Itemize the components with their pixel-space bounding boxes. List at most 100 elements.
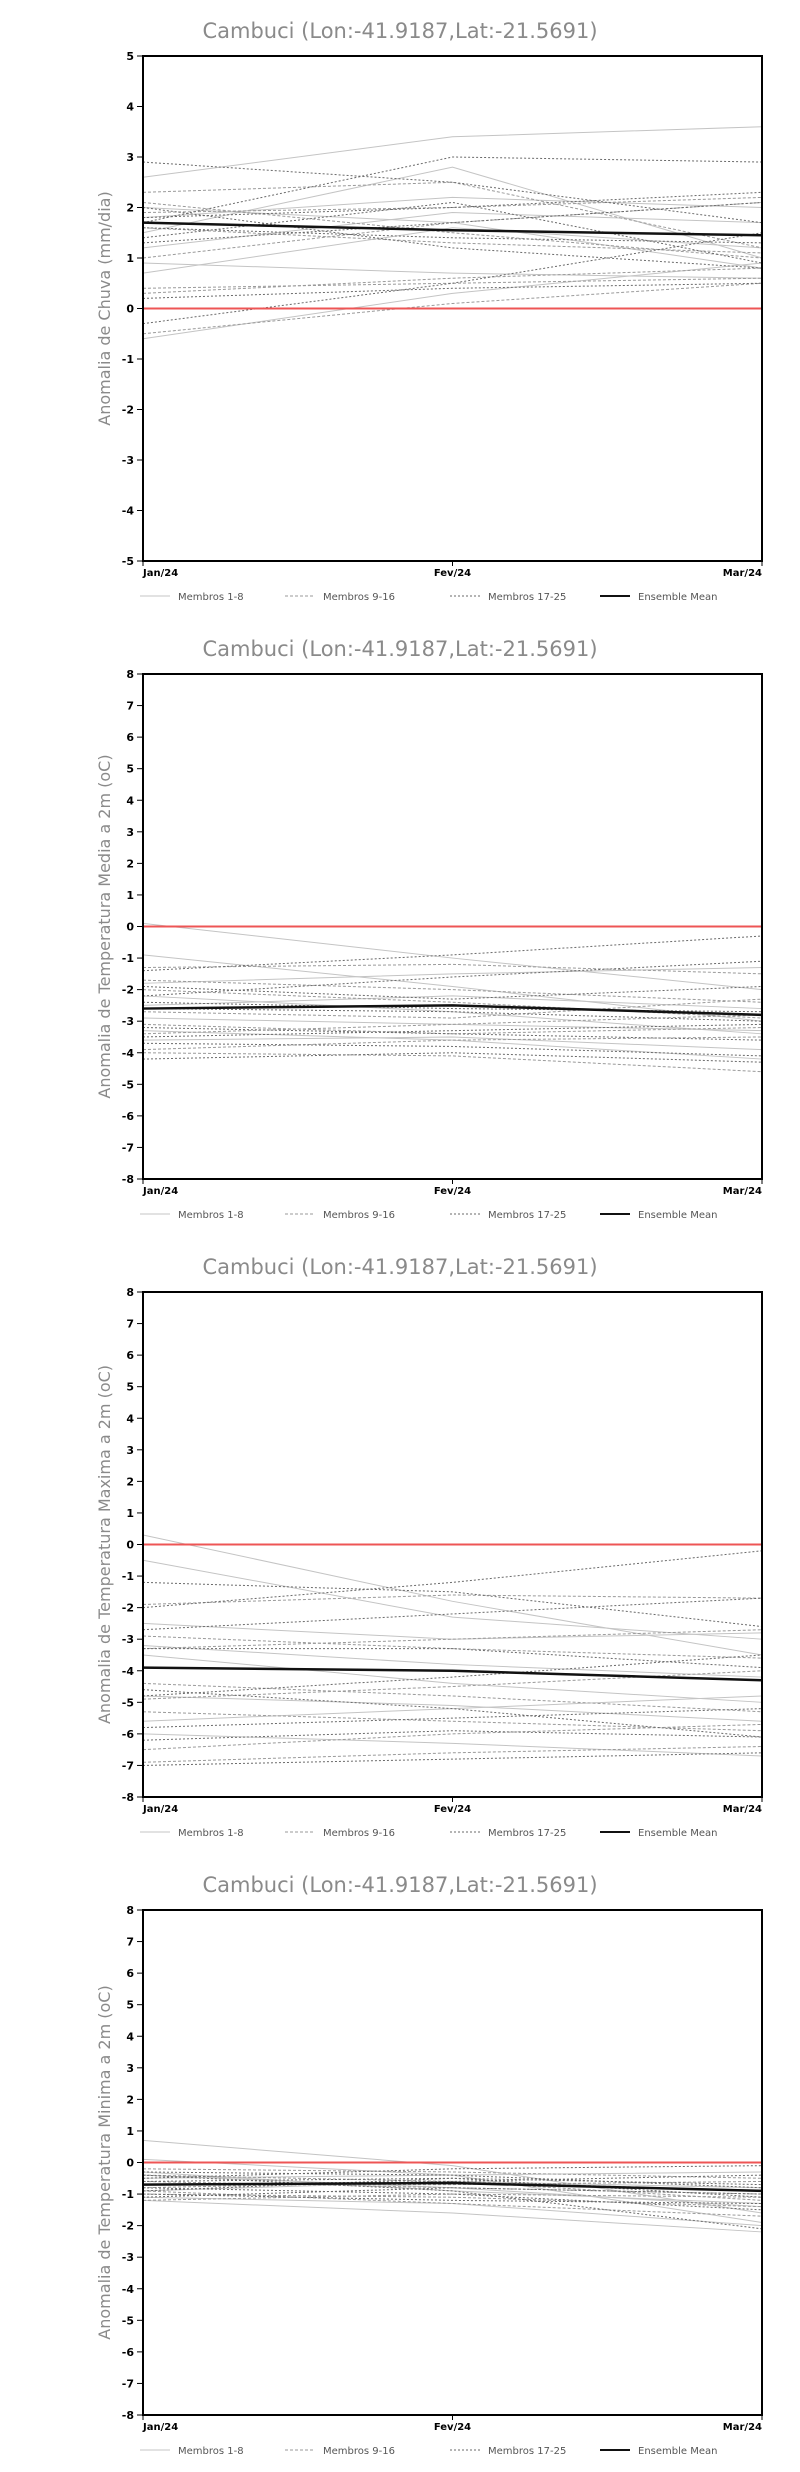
series-line-members-17-25-3 — [142, 2193, 763, 2205]
ensemble-mean-line — [142, 221, 763, 237]
y-tick-label: -3 — [122, 2251, 134, 2264]
y-tick-label: 1 — [126, 889, 134, 902]
legend-label-members-1-8: Membros 1-8 — [178, 1828, 244, 1839]
series-line-members-9-16-5 — [142, 2193, 763, 2201]
y-tick-label: -1 — [122, 2188, 134, 2201]
y-tick-label: -1 — [122, 1570, 134, 1583]
series-line-members-17-25-8 — [142, 1752, 763, 1766]
y-tick-label: -6 — [122, 1110, 135, 1123]
series-line-members-17-25-5 — [142, 1023, 763, 1038]
series-line-members-1-8-7 — [142, 1030, 763, 1060]
legend-label-ensemble-mean: Ensemble Mean — [638, 592, 717, 603]
y-tick-label: -5 — [122, 555, 134, 568]
series-line-members-9-16-4 — [142, 196, 763, 214]
legend-label-members-17-25: Membros 17-25 — [488, 1210, 566, 1221]
series-line-members-17-25-3 — [142, 201, 763, 264]
series-line-members-9-16-2 — [142, 227, 763, 254]
series-line-members-17-25-3 — [142, 1001, 763, 1013]
series-line-members-17-25-8 — [142, 201, 763, 244]
series-line-members-1-8-8 — [142, 995, 763, 1010]
series-line-members-17-25-4 — [142, 282, 763, 299]
y-tick-label: -2 — [122, 1602, 134, 1615]
series-line-members-1-8-1 — [142, 1534, 763, 1656]
y-tick-label: -4 — [122, 505, 135, 518]
y-axis-label: Anomalia de Temperatura Maxima a 2m (oC) — [95, 1365, 114, 1724]
x-tick-label: Fev/24 — [434, 1186, 471, 1197]
y-tick-label: -4 — [122, 1047, 135, 1060]
x-tick-label: Fev/24 — [434, 1804, 471, 1815]
series-line-members-1-8-1 — [142, 126, 763, 178]
y-tick-label: 8 — [126, 1286, 134, 1299]
y-axis-label: Anomalia de Temperatura Minima a 2m (oC) — [95, 1985, 114, 2339]
y-tick-label: 1 — [126, 252, 134, 265]
series-line-members-17-25-2 — [142, 191, 763, 219]
series-line-members-17-25-6 — [142, 227, 763, 244]
series-line-members-17-25-7 — [142, 207, 763, 269]
y-tick-label: 5 — [126, 1381, 134, 1394]
series-line-members-1-8-5 — [142, 262, 763, 279]
series-line-members-1-8-4 — [142, 1036, 763, 1051]
series-line-members-9-16-5 — [142, 998, 763, 1019]
y-tick-label: 2 — [126, 1475, 134, 1488]
series-line-members-9-16-6 — [142, 282, 763, 335]
series-line-members-9-16-3 — [142, 1682, 763, 1713]
plot-frame — [142, 1909, 763, 2416]
series-line-members-17-25-1 — [142, 935, 763, 972]
y-tick-label: -4 — [122, 2283, 135, 2296]
y-tick-label: 2 — [126, 2093, 134, 2106]
y-tick-label: -2 — [122, 984, 134, 997]
y-tick-label: -5 — [122, 1078, 134, 1091]
y-tick-label: 3 — [126, 826, 134, 839]
series-line-members-1-8-7 — [142, 1733, 763, 1757]
plot-frame — [142, 1291, 763, 1798]
series-line-members-1-8-7 — [142, 2199, 763, 2233]
legend-label-members-17-25: Membros 17-25 — [488, 592, 566, 603]
series-line-members-17-25-4 — [143, 1648, 763, 1669]
legend-label-ensemble-mean: Ensemble Mean — [638, 2446, 717, 2457]
x-tick-label: Jan/24 — [142, 1804, 178, 1815]
series-line-members-17-25-6 — [142, 1052, 763, 1063]
y-tick-label: 2 — [126, 857, 134, 870]
y-tick-label: 0 — [126, 921, 134, 934]
series-line-members-9-16-8 — [142, 267, 763, 294]
y-tick-label: 3 — [126, 151, 134, 164]
y-tick-label: -3 — [122, 1633, 134, 1646]
series-line-members-9-16-7 — [142, 1014, 763, 1035]
y-tick-label: 6 — [126, 731, 134, 744]
series-line-members-9-16-7 — [142, 201, 763, 259]
series-line-members-1-8-6 — [142, 1695, 763, 1722]
y-tick-label: -3 — [122, 1015, 134, 1028]
series-line-members-17-25-9 — [142, 1654, 763, 1697]
y-tick-label: 5 — [126, 50, 134, 63]
series-line-members-9-16-4 — [142, 2180, 763, 2201]
series-line-members-17-25-8 — [142, 2174, 763, 2186]
y-tick-label: 1 — [126, 1507, 134, 1520]
y-tick-label: -8 — [122, 2409, 134, 2422]
series-line-members-9-16-8 — [142, 1052, 763, 1073]
legend-label-members-9-16: Membros 9-16 — [323, 1828, 395, 1839]
x-tick-label: Jan/24 — [142, 568, 178, 579]
series-line-members-9-16-4 — [142, 1711, 763, 1732]
series-line-members-1-8-7 — [142, 262, 763, 340]
x-tick-label: Fev/24 — [434, 2422, 471, 2433]
series-line-members-1-8-8 — [142, 1654, 763, 1703]
series-line-members-17-25-9 — [142, 156, 763, 224]
y-tick-label: -3 — [122, 454, 134, 467]
y-tick-label: 6 — [126, 1349, 134, 1362]
series-line-members-17-25-9 — [142, 1008, 763, 1022]
y-tick-label: -7 — [122, 1141, 134, 1154]
legend-label-members-9-16: Membros 9-16 — [323, 2446, 395, 2457]
chart-1: Cambuci (Lon:-41.9187,Lat:-21.5691) Anoma… — [95, 19, 763, 603]
series-line-members-17-25-1 — [142, 1550, 763, 1609]
legend-label-members-9-16: Membros 9-16 — [323, 592, 395, 603]
series-line-members-1-8-1 — [142, 922, 763, 991]
series-line-members-9-16-7 — [142, 2190, 763, 2217]
series-line-members-9-16-7 — [142, 1746, 763, 1763]
legend-label-members-1-8: Membros 1-8 — [178, 1210, 244, 1221]
y-tick-label: 6 — [126, 1967, 134, 1980]
series-line-members-1-8-3 — [142, 1017, 763, 1032]
series-line-members-17-25-4 — [142, 1027, 763, 1041]
y-tick-label: -4 — [122, 1665, 135, 1678]
chart-3: Cambuci (Lon:-41.9187,Lat:-21.5691) Anoma… — [95, 1255, 763, 1839]
y-tick-label: 7 — [126, 700, 134, 713]
